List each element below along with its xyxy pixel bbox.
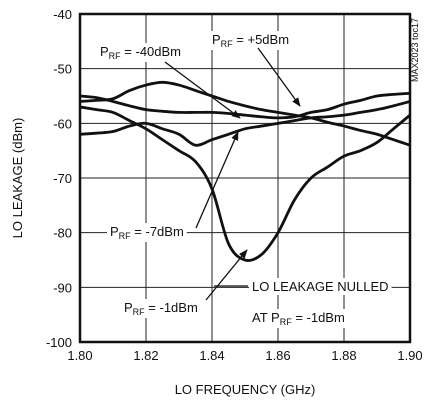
annotation-part: AT P [252,310,280,325]
x-axis-label: LO FREQUENCY (GHz) [175,382,316,397]
y-tick-label: -40 [53,7,72,22]
plot-frame [78,12,412,344]
series-label-part: = -40dBm [121,44,181,59]
line [79,105,411,262]
x-tick-label: 1.90 [397,348,422,363]
label-background [121,299,201,318]
x-tick-label: 1.88 [331,348,356,363]
label-background [249,309,348,328]
series-label-part: = +5dBm [233,32,289,47]
series-label-part: = -1dBm [145,300,198,315]
x-tick-label: 1.86 [265,348,290,363]
series-label: PRF = -40dBm [100,44,181,61]
y-tick-label: -80 [53,226,72,241]
series-label: PRF = -7dBm [110,224,184,241]
series-label-part: P [124,300,133,315]
y-tick-label: -50 [53,62,72,77]
label-background [97,43,185,62]
series-label-part: P [110,224,119,239]
series-label-part: RF [133,307,145,317]
line [79,91,411,120]
series-label: PRF = +5dBm [212,32,289,49]
y-tick-label: -70 [53,171,72,186]
x-tick-label: 1.82 [133,348,158,363]
line [79,100,411,147]
series-label-part: RF [221,39,233,49]
arrow [195,131,239,229]
side-note: MAX2023 toc17 [410,18,420,82]
x-tick-label: 1.80 [67,348,92,363]
arrow [257,47,301,107]
annotation: AT PRF = -1dBm [252,310,345,327]
y-axis-label: LO LEAKAGE (dBm) [10,118,25,239]
y-tick-label: -100 [46,335,72,350]
arrow [205,249,248,301]
arrow [164,61,241,119]
series-label-part: = -7dBm [131,224,184,239]
label-background [107,223,187,242]
series-label: PRF = -1dBm [124,300,198,317]
line [79,80,411,147]
series-label-part: RF [109,51,121,61]
series-label-part: P [100,44,109,59]
label-background [249,278,392,295]
annotation: LO LEAKAGE NULLED [252,279,389,294]
series-label-part: RF [119,231,131,241]
annotation-part: RF [280,317,292,327]
x-tick-label: 1.84 [199,348,224,363]
y-tick-label: -60 [53,116,72,131]
series-label-part: P [212,32,221,47]
annotation-part: = -1dBm [292,310,345,325]
label-background [209,31,293,50]
y-tick-label: -90 [53,280,72,295]
